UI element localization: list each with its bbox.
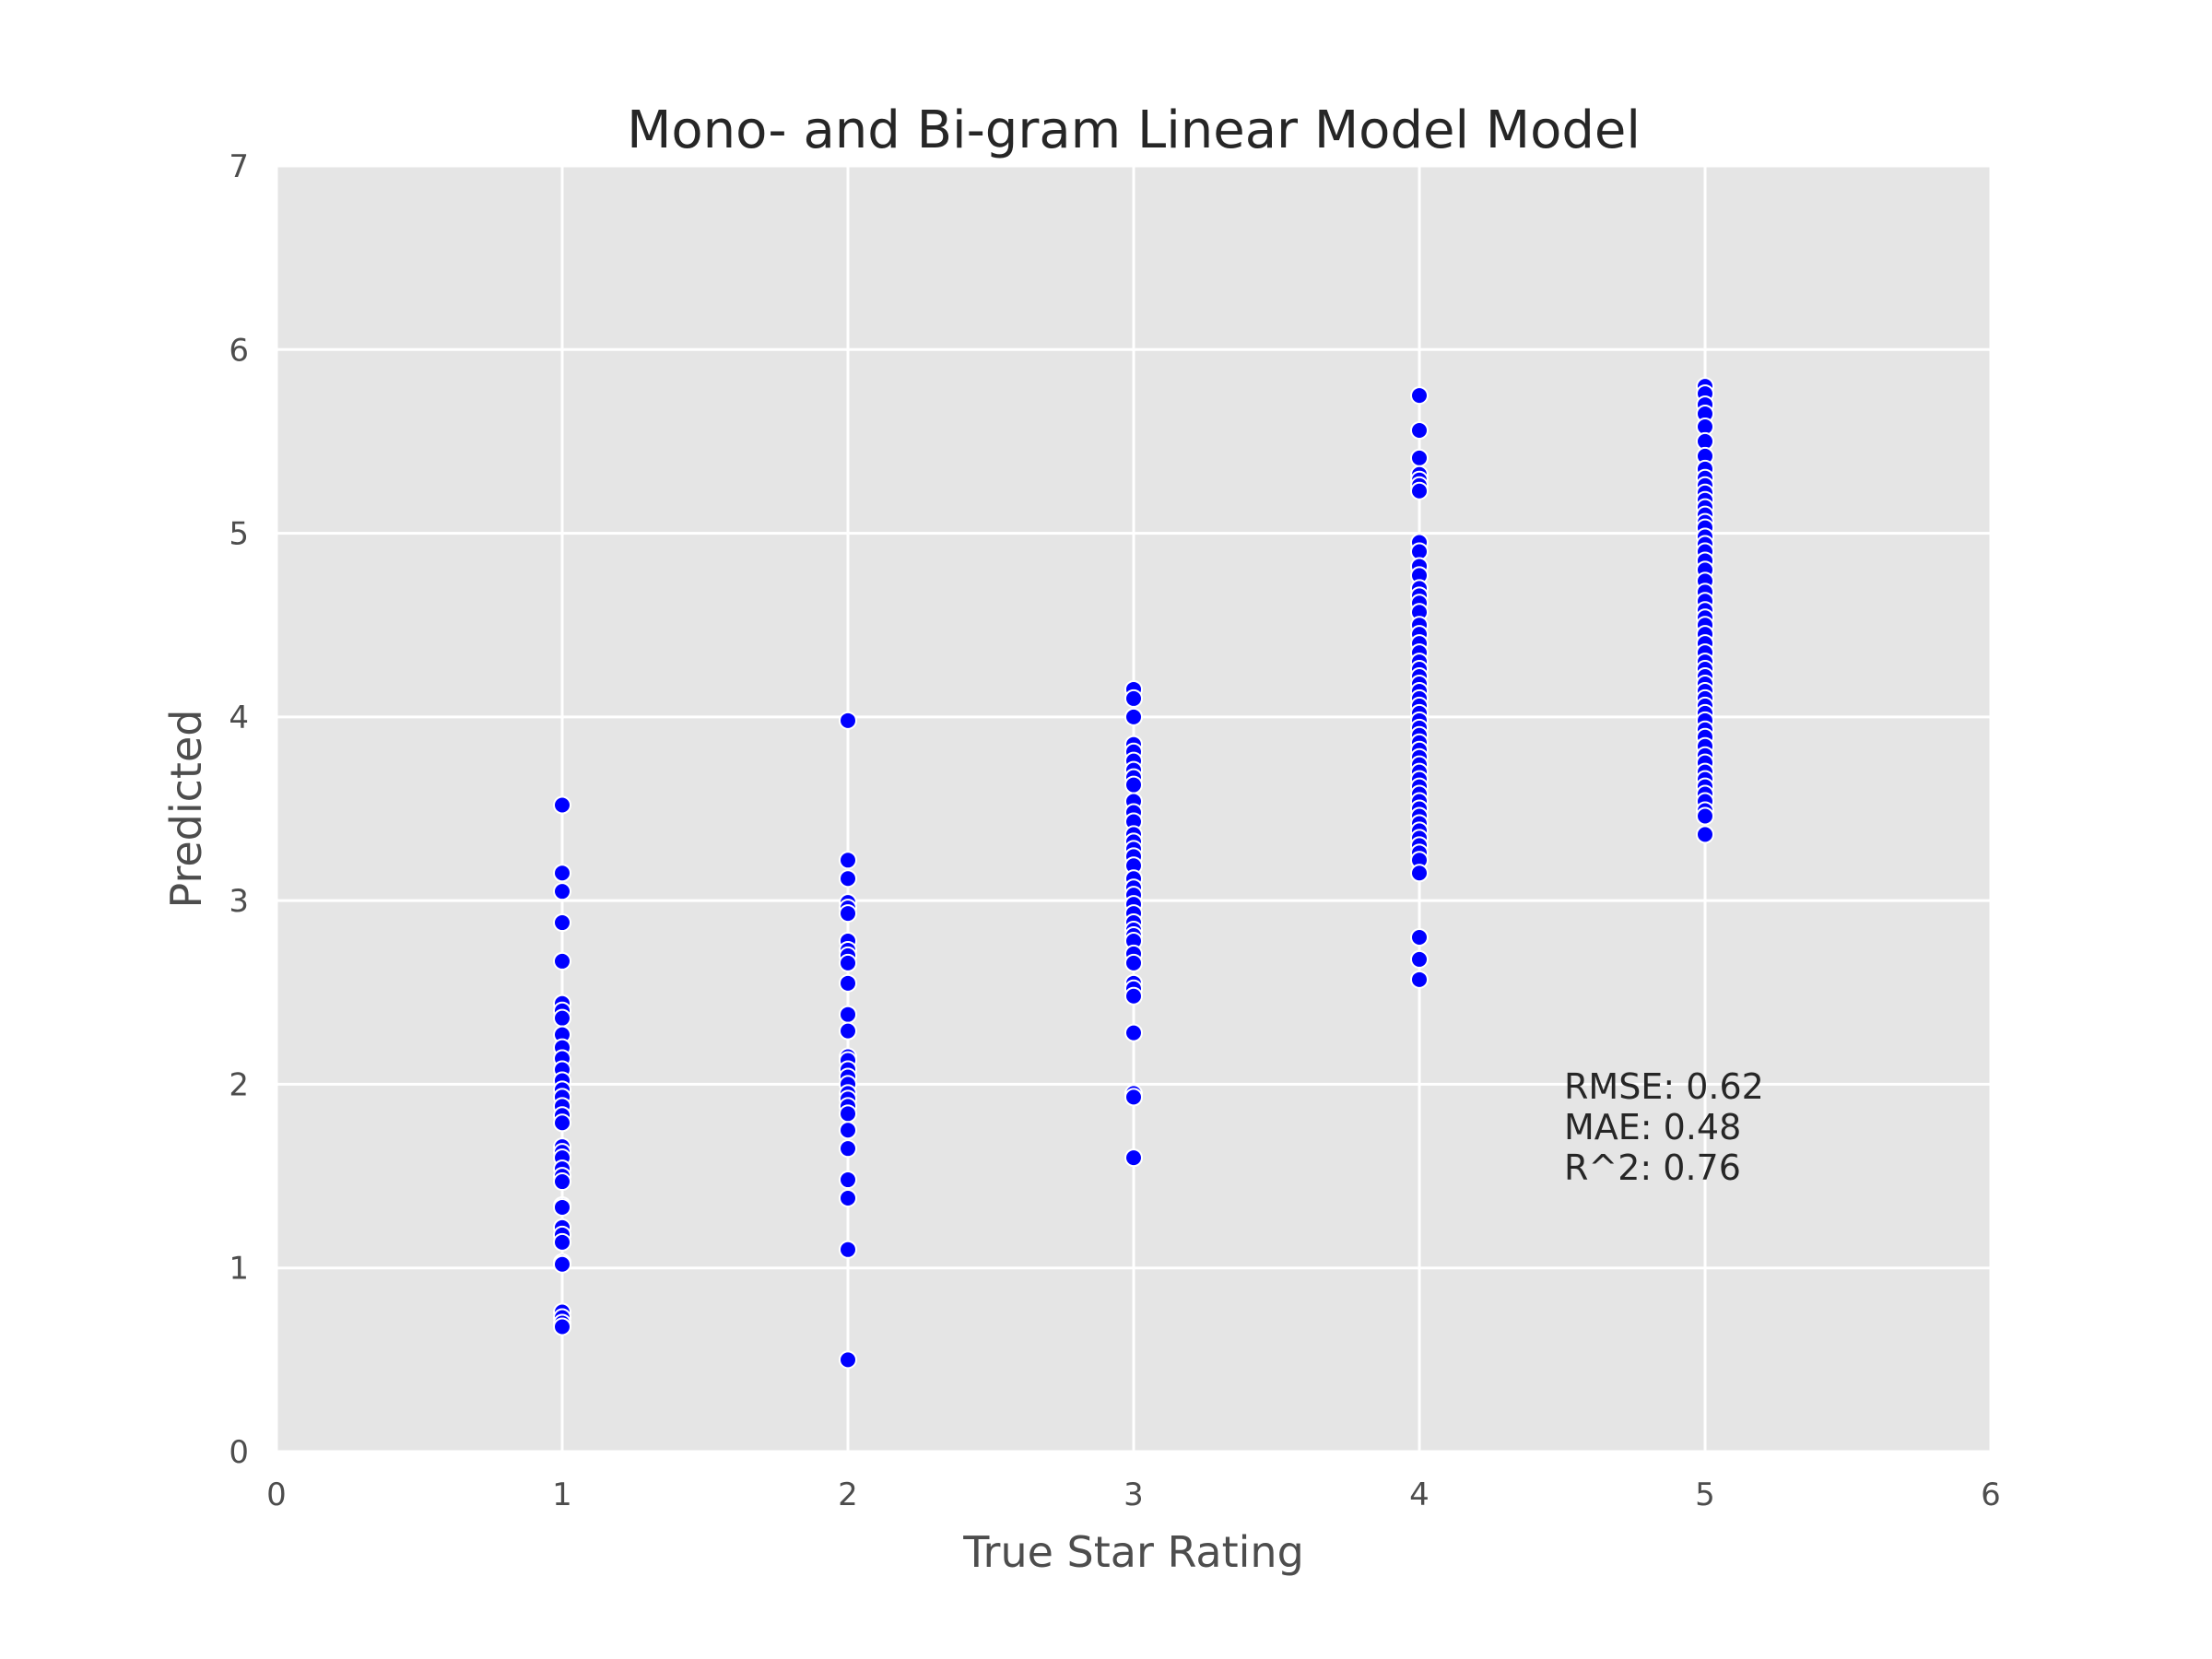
data-point (839, 1005, 857, 1024)
data-point (553, 1232, 571, 1252)
data-point (839, 1104, 857, 1124)
data-point (839, 904, 857, 924)
data-point (1410, 420, 1429, 440)
data-point (553, 882, 571, 901)
mae-text: MAE: 0.48 (1564, 1107, 1741, 1147)
y-tick-label: 0 (229, 1434, 249, 1471)
data-point (553, 864, 571, 883)
data-point (1124, 953, 1143, 972)
y-tick-label: 1 (229, 1251, 249, 1288)
y-tick-labels: 0 1 2 3 4 5 6 7 (229, 148, 249, 1471)
x-tick-label: 4 (1409, 1477, 1430, 1513)
chart-title: Mono- and Bi-gram Linear Model Model (627, 100, 1641, 160)
x-tick-label: 2 (838, 1477, 858, 1513)
data-point (1410, 386, 1429, 406)
y-axis-label: Predicted (161, 710, 211, 909)
data-point (839, 851, 857, 870)
data-point (1124, 775, 1143, 794)
data-point (553, 951, 571, 971)
data-point (553, 1008, 571, 1028)
data-point (1410, 970, 1429, 989)
data-point (839, 711, 857, 730)
data-point (1124, 688, 1143, 708)
data-point (553, 913, 571, 933)
y-tick-label: 7 (229, 148, 249, 185)
data-point (1410, 928, 1429, 947)
data-point (839, 953, 857, 972)
y-tick-label: 6 (229, 332, 249, 369)
r2-text: R^2: 0.76 (1564, 1147, 1741, 1188)
x-tick-label: 1 (552, 1477, 572, 1513)
y-tick-label: 3 (229, 883, 249, 920)
data-point (839, 1188, 857, 1207)
x-tick-label: 3 (1124, 1477, 1144, 1513)
data-point (839, 973, 857, 993)
data-point (1410, 949, 1429, 969)
data-point (839, 1350, 857, 1370)
data-point (1696, 806, 1714, 826)
y-tick-label: 4 (229, 700, 249, 736)
data-point (1124, 986, 1143, 1006)
data-point (1124, 707, 1143, 726)
data-point (553, 1254, 571, 1274)
data-point (1124, 1148, 1143, 1168)
x-tick-label: 0 (266, 1477, 287, 1513)
x-tick-label: 6 (1981, 1477, 2001, 1513)
data-point (553, 1197, 571, 1217)
data-point (1410, 864, 1429, 883)
data-point (1124, 1023, 1143, 1042)
data-point (839, 1021, 857, 1041)
data-point (839, 1139, 857, 1159)
data-point (553, 1172, 571, 1192)
data-point (1410, 481, 1429, 500)
metrics-annotation: RMSE: 0.62 MAE: 0.48 R^2: 0.76 (1564, 1066, 1764, 1188)
x-axis-label: True Star Rating (962, 1527, 1304, 1577)
data-point (1696, 825, 1714, 844)
rmse-text: RMSE: 0.62 (1564, 1066, 1764, 1107)
data-point (839, 869, 857, 888)
data-point (553, 795, 571, 815)
data-point (839, 1171, 857, 1190)
x-tick-labels: 0 1 2 3 4 5 6 (266, 1477, 2001, 1513)
data-point (1410, 448, 1429, 467)
data-points (553, 377, 1714, 1370)
data-point (1124, 1088, 1143, 1107)
data-point (839, 1121, 857, 1140)
data-point (553, 1113, 571, 1133)
y-tick-label: 5 (229, 516, 249, 553)
x-tick-label: 5 (1695, 1477, 1715, 1513)
y-tick-label: 2 (229, 1066, 249, 1103)
data-point (839, 1240, 857, 1259)
data-point (553, 1317, 571, 1336)
